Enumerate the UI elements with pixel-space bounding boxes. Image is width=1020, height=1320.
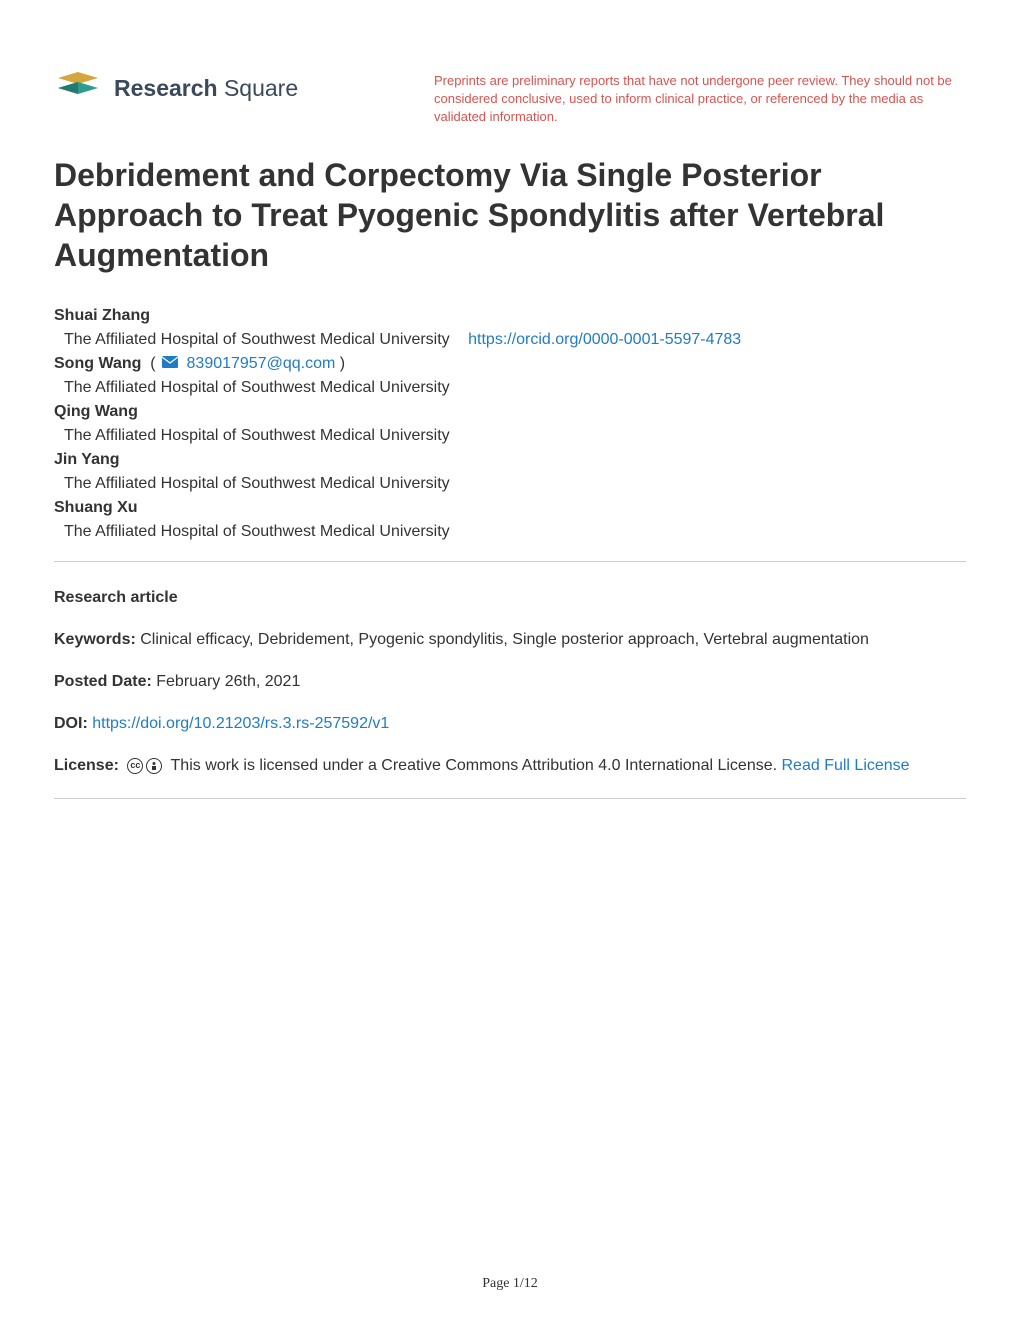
author-entry: Song Wang ( 839017957@qq.com )	[54, 355, 966, 373]
article-type-label: Research article	[54, 589, 178, 606]
license-text: This work is licensed under a Creative C…	[171, 757, 782, 774]
meta-section: Research article Keywords: Clinical effi…	[54, 586, 966, 778]
logo: Research Square	[54, 68, 434, 109]
author-name: Song Wang	[54, 355, 141, 372]
article-type: Research article	[54, 586, 966, 610]
logo-text-normal: Square	[218, 75, 299, 101]
article-title: Debridement and Corpectomy Via Single Po…	[54, 155, 966, 275]
license-row: License: cc This work is licensed under …	[54, 754, 966, 778]
by-icon	[146, 758, 162, 774]
orcid-link[interactable]: https://orcid.org/0000-0001-5597-4783	[468, 331, 741, 348]
keywords-row: Keywords: Clinical efficacy, Debridement…	[54, 628, 966, 652]
doi-link[interactable]: https://doi.org/10.21203/rs.3.rs-257592/…	[88, 715, 390, 732]
author-entry: Shuai Zhang	[54, 307, 966, 325]
author-name: Shuai Zhang	[54, 307, 150, 324]
author-entry: Shuang Xu	[54, 499, 966, 517]
author-entry: Jin Yang	[54, 451, 966, 469]
posted-date-label: Posted Date:	[54, 673, 152, 690]
author-affiliation: The Affiliated Hospital of Southwest Med…	[54, 331, 966, 349]
logo-text: Research Square	[114, 75, 298, 102]
author-affiliation: The Affiliated Hospital of Southwest Med…	[54, 427, 966, 445]
preprint-notice: Preprints are preliminary reports that h…	[434, 68, 966, 127]
research-square-icon	[54, 68, 102, 109]
doi-label: DOI:	[54, 715, 88, 732]
author-name: Shuang Xu	[54, 499, 138, 516]
authors-list: Shuai Zhang The Affiliated Hospital of S…	[54, 307, 966, 541]
author-affiliation: The Affiliated Hospital of Southwest Med…	[54, 523, 966, 541]
author-email-link[interactable]: 839017957@qq.com	[187, 355, 336, 372]
keywords-label: Keywords:	[54, 631, 136, 648]
posted-date-value: February 26th, 2021	[152, 673, 301, 690]
logo-text-bold: Research	[114, 75, 218, 101]
author-affiliation: The Affiliated Hospital of Southwest Med…	[54, 379, 966, 397]
author-contact: ( 839017957@qq.com )	[146, 355, 345, 372]
posted-date-row: Posted Date: February 26th, 2021	[54, 670, 966, 694]
cc-icon: cc	[127, 758, 143, 774]
divider	[54, 798, 966, 799]
keywords-value: Clinical efficacy, Debridement, Pyogenic…	[136, 631, 869, 648]
license-link[interactable]: Read Full License	[782, 757, 910, 774]
author-name: Jin Yang	[54, 451, 120, 468]
author-name: Qing Wang	[54, 403, 138, 420]
page-number: Page 1/12	[0, 1276, 1020, 1292]
doi-row: DOI: https://doi.org/10.21203/rs.3.rs-25…	[54, 712, 966, 736]
author-affiliation: The Affiliated Hospital of Southwest Med…	[54, 475, 966, 493]
envelope-icon	[162, 355, 178, 373]
header: Research Square Preprints are preliminar…	[54, 68, 966, 127]
author-entry: Qing Wang	[54, 403, 966, 421]
divider	[54, 561, 966, 562]
license-label: License:	[54, 757, 119, 774]
cc-icons: cc	[127, 758, 162, 774]
affiliation-text: The Affiliated Hospital of Southwest Med…	[64, 331, 450, 348]
